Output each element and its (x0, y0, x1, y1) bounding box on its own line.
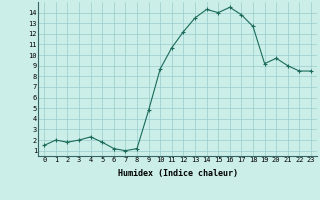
X-axis label: Humidex (Indice chaleur): Humidex (Indice chaleur) (118, 169, 238, 178)
